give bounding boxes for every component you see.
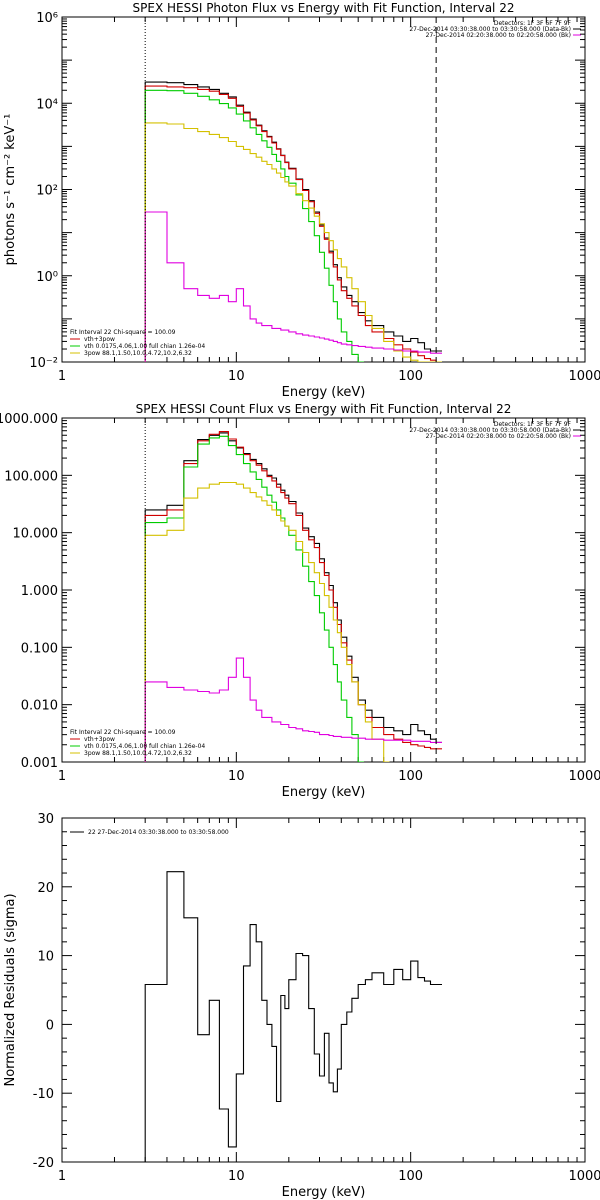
- legend-top-entry: Detectors: 1F 3F 6F 7F 9F: [494, 421, 572, 428]
- legend-top-entry: 22 27-Dec-2014 03:30:38.000 to 03:30:58.…: [88, 829, 229, 836]
- series-line-bk: [144, 657, 442, 762]
- y-tick-label: -10: [33, 1087, 54, 1102]
- y-tick-label: 10⁻²: [29, 356, 58, 371]
- x-tick-label: 100: [398, 769, 423, 784]
- y-axis-label: Normalized Residuals (sigma): [3, 893, 18, 1086]
- y-tick-label: 1000.000: [0, 412, 58, 427]
- y-tick-label: 10²: [36, 184, 58, 199]
- y-axis-label: photons s⁻¹ cm⁻² keV⁻¹: [3, 114, 18, 266]
- y-tick-label: 0: [46, 1018, 54, 1033]
- y-tick-label: 30: [37, 812, 54, 827]
- series-line-bk: [144, 211, 442, 362]
- chart-panel-1: 1 10 100 1000 10⁻² 10⁰ 10² 10⁴ 10⁶ SPEX HESSI Pho…: [3, 1, 600, 400]
- series-line-vth: [144, 89, 364, 362]
- series-line-3pow: [144, 122, 442, 362]
- x-axis-label: Energy (keV): [282, 385, 366, 400]
- y-tick-label: 0.010: [21, 699, 58, 714]
- x-tick-label: 1000: [568, 769, 600, 784]
- legend-bottom-entry: vth 0.0175,4.06,1.00 full chian 1.26e-04: [84, 343, 205, 350]
- series-line-vth: [144, 435, 364, 762]
- legend-bottom-entry: vth 0.0175,4.06,1.00 full chian 1.26e-04: [84, 743, 205, 750]
- chart-panel-3: 1 10 100 1000 -20 -10 0 10 20 30 Energy (keV) Norma…: [3, 812, 600, 1200]
- y-tick-label: 10⁶: [36, 11, 58, 26]
- series-line-data-bk: [144, 432, 442, 762]
- series-line-vth-3pow: [144, 85, 442, 362]
- x-tick-label: 10: [228, 1169, 245, 1184]
- legend-bottom-entry: 3pow 88.1,1.50,10.0,4.72,10.2,6.32: [84, 750, 192, 757]
- x-tick-label: 10: [228, 369, 245, 384]
- y-tick-label: 0.001: [21, 756, 58, 771]
- y-tick-label: 1.000: [21, 584, 58, 599]
- y-tick-label: 100.000: [4, 469, 58, 484]
- series-line-3pow: [144, 481, 390, 762]
- plot-frame: [61, 817, 586, 1163]
- y-tick-label: 10: [37, 950, 54, 965]
- x-tick-label: 1: [58, 369, 66, 384]
- x-axis-label: Energy (keV): [282, 785, 366, 800]
- y-tick-label: 0.100: [21, 641, 58, 656]
- legend-top-entry: Detectors: 1F 3F 6F 7F 9F: [494, 20, 572, 27]
- x-tick-label: 1000: [568, 369, 600, 384]
- y-tick-label: 10.000: [13, 527, 59, 542]
- legend-top-entry: 27-Dec-2014 03:30:38.000 to 03:30:58.000…: [409, 26, 571, 33]
- legend-bottom-entry: vth+3pow: [84, 736, 115, 743]
- legend-bottom-entry: Fit Interval 22 Chi-square = 100.09: [70, 729, 176, 736]
- chart-title: SPEX HESSI Count Flux vs Energy with Fit…: [136, 402, 512, 416]
- y-tick-label: -20: [33, 1156, 54, 1171]
- chart-panel-2: 1 10 100 1000 0.001 0.010 0.100 1.000 10.000 100.…: [0, 402, 600, 800]
- legend-bottom-entry: vth+3pow: [84, 336, 115, 343]
- x-tick-label: 1: [58, 769, 66, 784]
- legend-top-entry: 27-Dec-2014 03:30:38.000 to 03:30:58.000…: [409, 427, 571, 434]
- series-line-data-bk: [144, 81, 442, 362]
- legend-bottom-entry: 3pow 88.1,1.50,10.0,4.72,10.2,6.32: [84, 350, 192, 357]
- x-tick-label: 1: [58, 1169, 66, 1184]
- legend-bottom-entry: Fit Interval 22 Chi-square = 100.09: [70, 329, 176, 336]
- legend-top-entry: 27-Dec-2014 02:20:38.000 to 02:20:58.000…: [426, 433, 571, 440]
- chart-title: SPEX HESSI Photon Flux vs Energy with Fi…: [133, 1, 515, 15]
- y-tick-label: 10⁴: [36, 97, 58, 112]
- y-tick-label: 20: [37, 881, 54, 896]
- legend-top-entry: 27-Dec-2014 02:20:38.000 to 02:20:58.000…: [426, 32, 571, 39]
- plot-frame: [61, 417, 586, 763]
- series-line-22-27-dec-2014-03-30: [144, 871, 442, 1162]
- series-line-vth-3pow: [144, 431, 442, 762]
- x-tick-label: 10: [228, 769, 245, 784]
- x-axis-label: Energy (keV): [282, 1185, 366, 1200]
- plot-frame: [61, 16, 586, 363]
- y-tick-label: 10⁰: [36, 270, 58, 285]
- x-tick-label: 100: [398, 369, 423, 384]
- x-tick-label: 1000: [568, 1169, 600, 1184]
- x-tick-label: 100: [398, 1169, 423, 1184]
